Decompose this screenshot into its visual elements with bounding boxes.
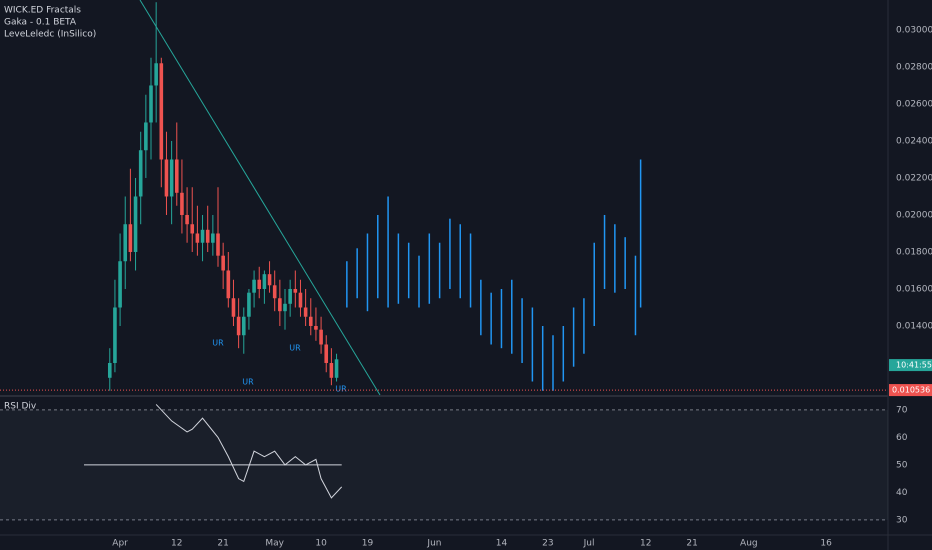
candle-body [118, 261, 122, 308]
candle-body [133, 196, 138, 252]
candle-body [144, 122, 148, 151]
candle-body [236, 316, 241, 336]
rsi-line [155, 404, 343, 499]
candle-body [272, 285, 277, 299]
x-tick-label: 16 [820, 539, 832, 549]
x-tick-label: 21 [686, 539, 697, 549]
candle-body [303, 307, 308, 317]
x-tick-label: Jun [426, 539, 441, 549]
y-tick-label: 40 [896, 488, 908, 498]
last-price-label: 0.010536 [892, 386, 930, 395]
y-tick-label: 70 [896, 405, 908, 415]
x-tick-label: Apr [112, 539, 128, 549]
candle-body [154, 63, 158, 86]
candle-body [200, 229, 205, 243]
candle-body [195, 233, 200, 243]
candle-body [180, 192, 184, 215]
candle-body [226, 270, 231, 299]
x-tick-label: 19 [362, 539, 374, 549]
candle-body [329, 362, 334, 378]
trend-line [139, 0, 381, 396]
candle-body [319, 329, 323, 345]
x-tick-label: 14 [496, 539, 508, 549]
candle-body [169, 159, 174, 197]
candle-body [314, 325, 318, 330]
x-tick-label: Aug [740, 539, 758, 549]
candle-body [278, 298, 282, 312]
candle-body [267, 274, 272, 286]
candle-body [257, 279, 262, 289]
candle-body [308, 316, 313, 326]
x-tick-label: 21 [217, 539, 228, 549]
annotation: UR [212, 339, 224, 348]
x-tick-label: 10 [315, 539, 327, 549]
candle-body [288, 288, 292, 304]
x-tick-label: May [265, 539, 284, 549]
y-tick-label: 50 [896, 460, 908, 470]
candle-body [298, 292, 303, 308]
rsi-title: RSI Div [4, 402, 37, 412]
candle-body [159, 63, 164, 160]
x-tick-label: 12 [171, 539, 182, 549]
candle-body [128, 224, 133, 252]
indicator-legend: WICK.ED Fractals [4, 6, 81, 16]
candle-body [247, 292, 251, 317]
x-tick-label: 23 [542, 539, 553, 549]
indicator-legend: LeveLeledc (InSilico) [4, 30, 96, 40]
candle-body [149, 85, 153, 123]
last-price-box [889, 384, 932, 397]
x-tick-label: Jul [583, 539, 595, 549]
candle-body [107, 362, 112, 378]
candle-body [123, 224, 128, 262]
candle-body [324, 344, 329, 363]
candle-body [221, 255, 225, 271]
timer-box [889, 359, 932, 372]
candle-body [283, 303, 287, 312]
annotation: UR [289, 344, 301, 353]
y-tick-label: 60 [896, 433, 908, 443]
candle-body [231, 298, 236, 317]
candle-body [205, 229, 210, 243]
candle-body [174, 159, 179, 193]
candle-body [138, 150, 143, 197]
candle-body [241, 316, 246, 336]
annotation: UR [242, 378, 254, 387]
candle-body [211, 233, 215, 243]
candle-body [216, 233, 220, 256]
candle-body [293, 288, 298, 293]
candle-body [252, 279, 256, 293]
candle-body [190, 224, 195, 234]
candle-body [164, 159, 169, 197]
y-tick-label: 30 [896, 515, 908, 525]
indicator-legend: Gaka - 0.1 BETA [4, 18, 77, 28]
candle-body [262, 274, 267, 289]
timer-label: 10:41:55 [896, 361, 932, 370]
candle-body [113, 307, 117, 363]
x-tick-label: 12 [640, 539, 651, 549]
candle-body [185, 214, 189, 225]
annotation: UR [335, 385, 347, 394]
candle-body [334, 359, 339, 378]
